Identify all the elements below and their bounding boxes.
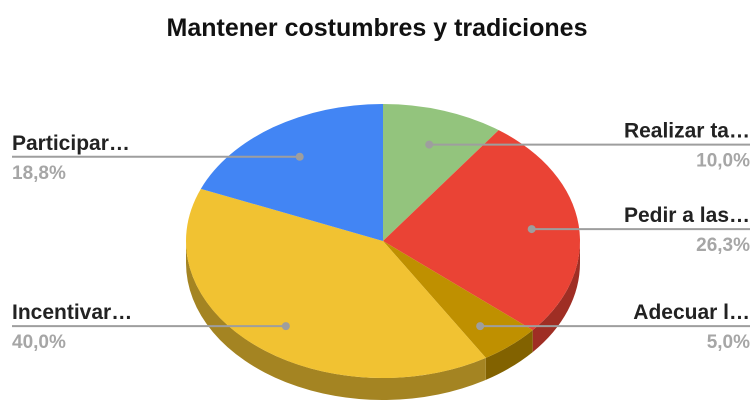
slice-label-4: Participar… — [12, 132, 130, 155]
chart-title: Mantener costumbres y tradiciones — [166, 14, 588, 42]
labels: Realizar ta… 10,0% Pedir a las… 26,3% Adecua… — [12, 120, 750, 354]
slice-label-1: Pedir a las… — [624, 204, 750, 227]
slice-label-0: Realizar ta… — [624, 120, 750, 143]
slice-percent-0: 10,0% — [696, 151, 750, 172]
leader-dot-0 — [425, 140, 434, 149]
slice-percent-1: 26,3% — [696, 235, 750, 256]
leader-lines — [12, 140, 750, 331]
slice-percent-2: 5,0% — [707, 332, 750, 353]
leader-dot-4 — [295, 152, 304, 161]
leader-dot-3 — [281, 322, 290, 331]
slice-percent-4: 18,8% — [12, 163, 66, 184]
leader-dot-2 — [476, 322, 485, 331]
slice-label-2: Adecuar l… — [633, 301, 750, 324]
pie-depth — [186, 241, 580, 401]
pie-slice-3 — [185, 188, 486, 379]
slice-percent-3: 40,0% — [12, 332, 66, 353]
pie-slice-1 — [383, 130, 581, 331]
pie-slice-2 — [383, 241, 533, 358]
pie-slice-0 — [383, 104, 499, 241]
pie-side-2 — [485, 330, 533, 380]
slice-label-3: Incentivar… — [12, 301, 132, 324]
pie-side-3 — [186, 241, 486, 401]
pie-side-1 — [532, 241, 580, 353]
pie-top — [185, 104, 581, 379]
pie-slice-4 — [200, 104, 383, 241]
leader-dot-1 — [527, 225, 536, 234]
